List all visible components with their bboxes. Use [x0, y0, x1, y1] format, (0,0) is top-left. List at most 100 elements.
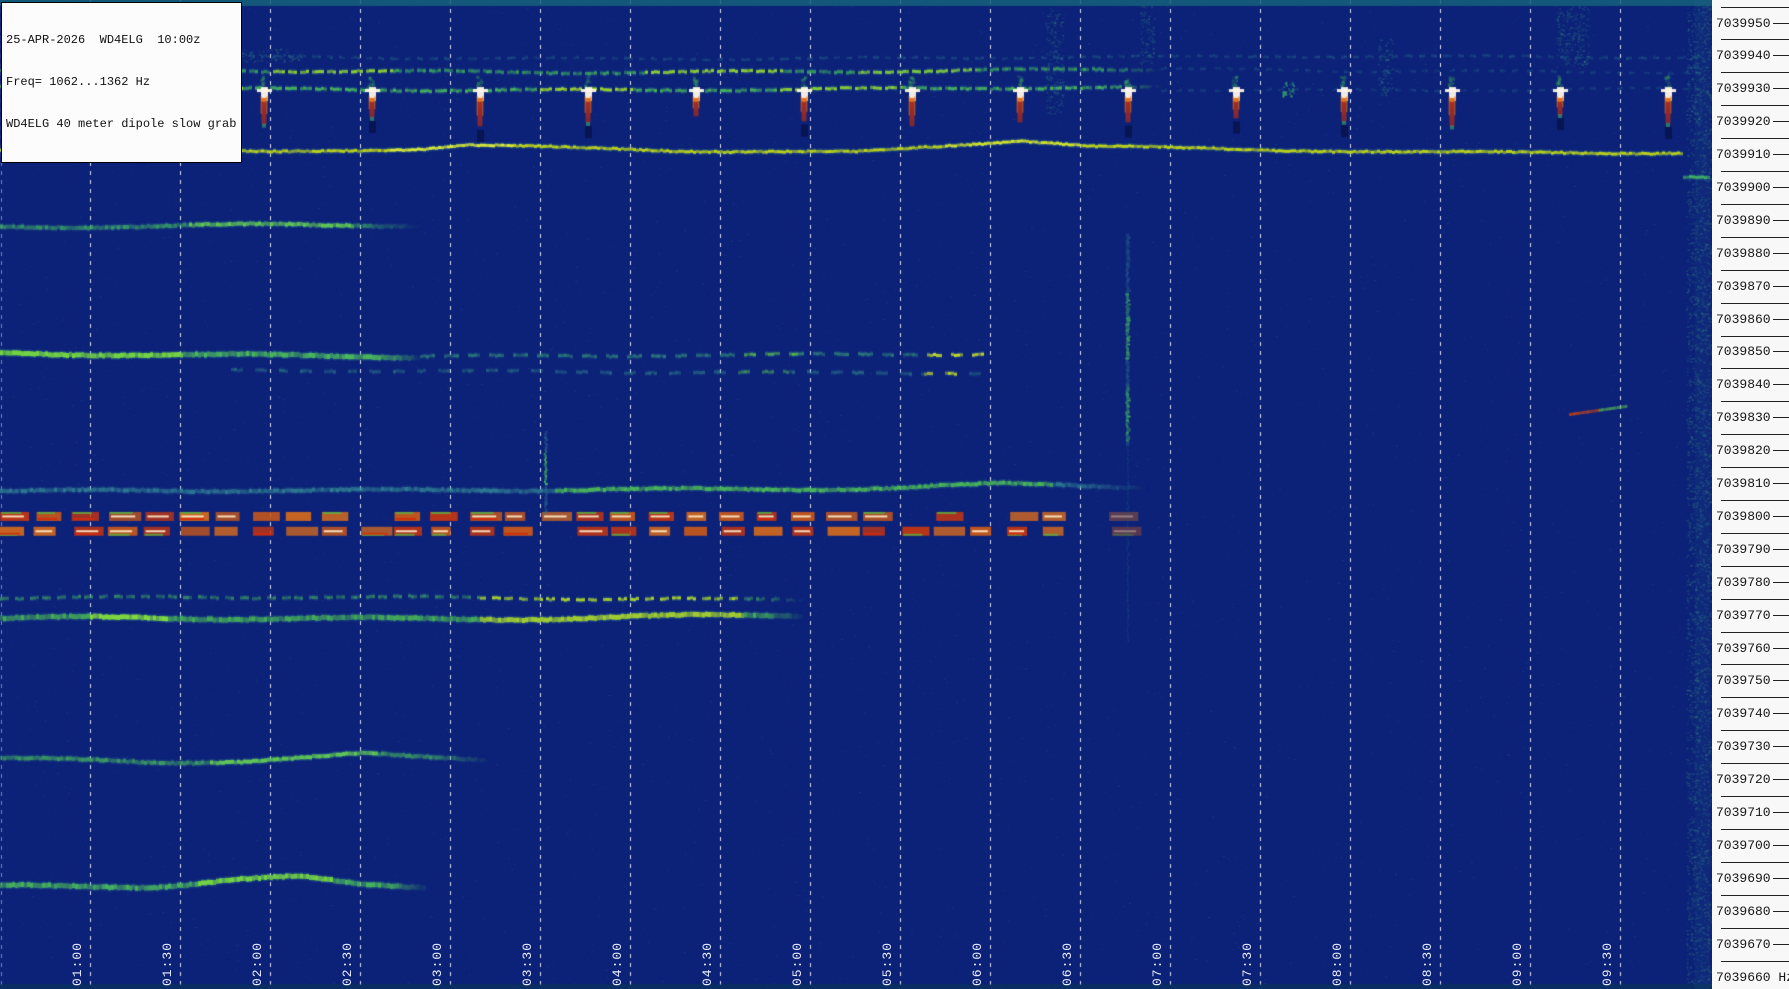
freq-minor-tick — [1721, 631, 1789, 633]
time-tick-label: 04:30 — [700, 941, 715, 986]
freq-minor-tick — [1721, 6, 1789, 8]
time-tick-label: 03:00 — [430, 941, 445, 986]
freq-tick: 7039740 — [1712, 706, 1789, 721]
freq-tick: 7039870 — [1712, 278, 1789, 294]
freq-tick-line — [1772, 581, 1789, 583]
freq-tick: 7039730 — [1712, 739, 1789, 755]
freq-minor-tick — [1721, 434, 1789, 436]
freq-tick-line — [1772, 219, 1789, 221]
freq-tick: 7039810 — [1712, 476, 1789, 491]
time-tick-label: 08:30 — [1420, 941, 1435, 986]
freq-tick: 7039800 — [1712, 508, 1789, 524]
freq-tick-line — [1772, 812, 1789, 814]
freq-tick-line — [1772, 417, 1789, 419]
freq-tick: 7039770 — [1712, 607, 1789, 623]
freq-minor-tick — [1721, 532, 1789, 534]
freq-minor-tick — [1721, 763, 1789, 765]
freq-tick-line — [1772, 713, 1789, 715]
time-tick-label: 04:00 — [610, 941, 625, 986]
freq-minor-tick — [1721, 269, 1789, 271]
freq-tick-label: 7039680 — [1716, 903, 1771, 919]
freq-tick: 7039670 — [1712, 936, 1789, 952]
freq-tick-line — [1772, 384, 1789, 386]
freq-tick-line — [1772, 318, 1789, 320]
freq-tick: 7039920 — [1712, 114, 1789, 130]
time-tick-label: 03:30 — [520, 941, 535, 986]
freq-tick-label: 7039730 — [1716, 739, 1771, 755]
freq-tick-label: 7039850 — [1716, 344, 1771, 360]
freq-tick-line — [1772, 186, 1789, 188]
freq-tick: 7039660 Hz — [1712, 969, 1789, 985]
freq-tick-label: 7039920 — [1716, 114, 1771, 130]
freq-tick-line — [1772, 483, 1789, 485]
freq-tick-label: 7039800 — [1716, 508, 1771, 524]
time-tick-label: 08:00 — [1330, 941, 1345, 986]
freq-minor-tick — [1721, 730, 1789, 732]
freq-tick-line — [1772, 844, 1789, 846]
freq-tick-line — [1772, 252, 1789, 254]
freq-tick-label: 7039940 — [1716, 48, 1771, 64]
freq-minor-tick — [1721, 302, 1789, 304]
freq-tick: 7039760 — [1712, 641, 1789, 656]
freq-minor-tick — [1721, 664, 1789, 666]
freq-tick: 7039880 — [1712, 245, 1789, 261]
freq-minor-tick — [1721, 72, 1789, 74]
freq-minor-tick — [1721, 927, 1789, 929]
freq-tick-line — [1772, 22, 1789, 24]
freq-tick-label: 7039880 — [1716, 245, 1771, 261]
freq-tick-label: 7039870 — [1716, 278, 1771, 294]
time-tick-label: 09:00 — [1510, 941, 1525, 986]
freq-minor-tick — [1721, 894, 1789, 896]
freq-tick-label: 7039670 — [1716, 936, 1771, 952]
grabber-info-box: 25-APR-2026 WD4ELG 10:00z Freq= 1062...1… — [1, 2, 243, 163]
freq-tick: 7039700 — [1712, 837, 1789, 853]
freq-tick-label: 7039830 — [1716, 410, 1771, 426]
freq-minor-tick — [1721, 236, 1789, 238]
freq-tick-line — [1772, 515, 1789, 517]
time-tick-label: 02:30 — [340, 941, 355, 986]
freq-tick: 7039850 — [1712, 344, 1789, 360]
freq-tick-label: 7039710 — [1716, 805, 1771, 821]
freq-tick-label: 7039790 — [1716, 541, 1771, 557]
freq-minor-tick — [1721, 467, 1789, 469]
freq-tick: 7039910 — [1712, 147, 1789, 162]
freq-minor-tick — [1721, 401, 1789, 403]
freq-minor-tick — [1721, 598, 1789, 600]
frequency-axis: 7039950 7039940 7039930 7039920 7039910 70399… — [1712, 0, 1789, 989]
freq-minor-tick — [1721, 368, 1789, 370]
freq-minor-tick — [1721, 861, 1789, 863]
freq-tick: 7039820 — [1712, 443, 1789, 458]
freq-tick-label: 7039700 — [1716, 837, 1771, 853]
freq-tick-label: 7039840 — [1716, 377, 1771, 393]
freq-minor-tick — [1721, 565, 1789, 567]
freq-tick-line — [1772, 680, 1789, 682]
time-tick-label: 07:30 — [1240, 941, 1255, 986]
time-tick-label: 07:00 — [1150, 941, 1165, 986]
freq-tick-line — [1772, 614, 1789, 616]
freq-tick-line — [1772, 647, 1789, 649]
freq-tick-line — [1772, 450, 1789, 452]
freq-tick: 7039900 — [1712, 180, 1789, 195]
freq-tick-label: 7039930 — [1716, 81, 1771, 97]
freq-minor-tick — [1721, 335, 1789, 337]
freq-tick-label: 7039690 — [1716, 870, 1771, 886]
freq-tick-line — [1772, 121, 1789, 123]
freq-tick-label: 7039860 — [1716, 311, 1771, 327]
freq-tick: 7039710 — [1712, 805, 1789, 821]
freq-minor-tick — [1721, 203, 1789, 205]
freq-tick: 7039690 — [1712, 870, 1789, 886]
freq-tick-label: 7039720 — [1716, 772, 1771, 788]
freq-tick-label: 7039660 Hz — [1716, 969, 1789, 985]
freq-minor-tick — [1721, 138, 1789, 140]
time-tick-label: 09:30 — [1600, 941, 1615, 986]
freq-minor-tick — [1721, 105, 1789, 107]
freq-tick-line — [1772, 746, 1789, 748]
freq-tick: 7039940 — [1712, 48, 1789, 64]
freq-tick: 7039890 — [1712, 213, 1789, 228]
freq-tick-line — [1772, 548, 1789, 550]
freq-minor-tick — [1721, 796, 1789, 798]
freq-minor-tick — [1721, 697, 1789, 699]
freq-tick-label: 7039770 — [1716, 607, 1771, 623]
